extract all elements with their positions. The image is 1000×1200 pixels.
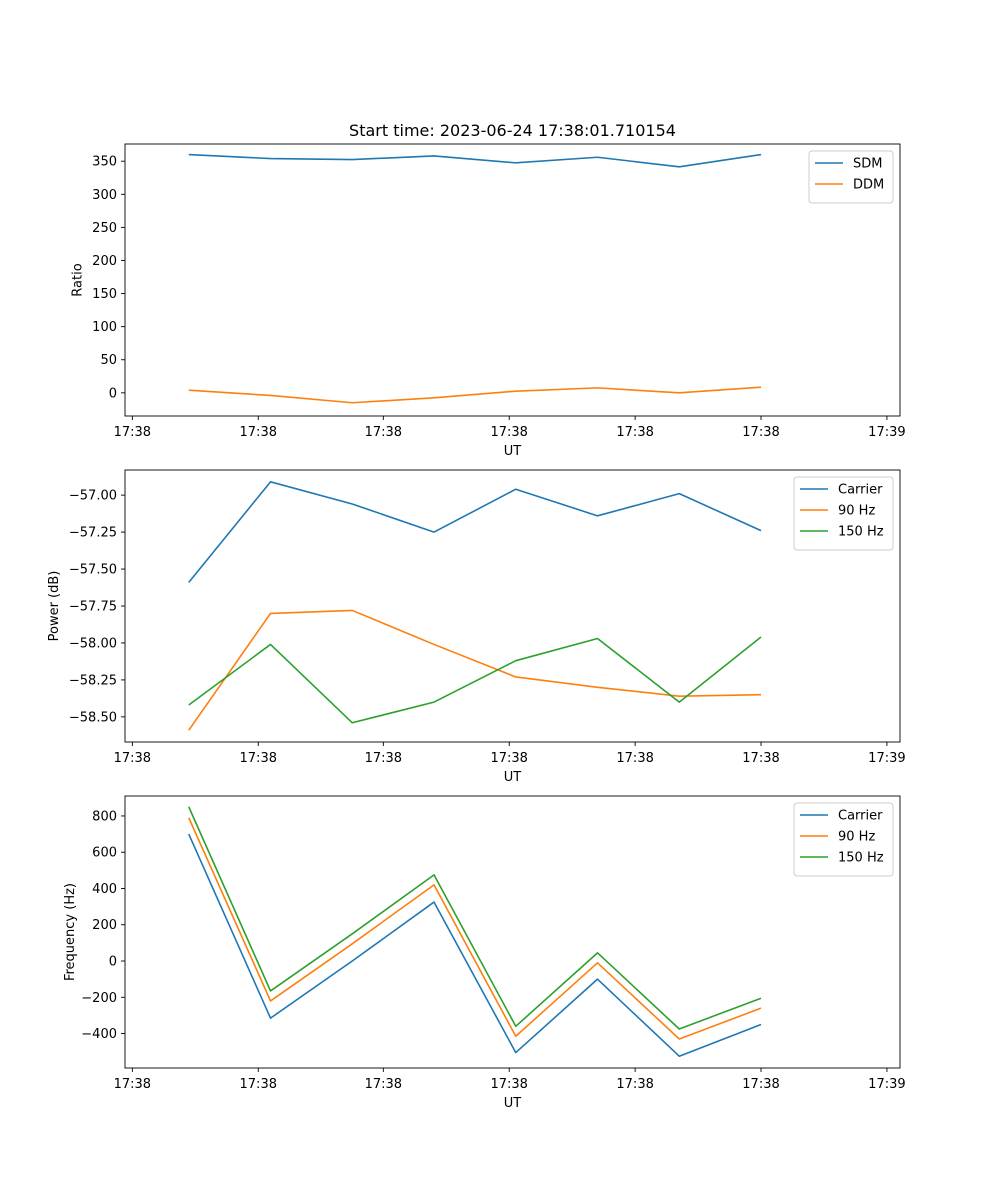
- y-tick-label: 100: [92, 320, 117, 335]
- axes-frame: [124, 469, 901, 743]
- figure-title: Start time: 2023-06-24 17:38:01.710154: [349, 121, 676, 140]
- y-axis-label: Frequency (Hz): [63, 883, 78, 981]
- legend-label: SDM: [853, 157, 882, 172]
- series-line-carrier: [188, 833, 762, 1058]
- y-tick-label: 400: [92, 882, 117, 897]
- x-tick-label: 17:38: [490, 1077, 527, 1092]
- y-tick-label: −57.00: [69, 489, 117, 504]
- y-tick-label: −200: [81, 991, 117, 1006]
- y-tick-label: 200: [92, 254, 117, 269]
- series-line-150-hz: [188, 636, 762, 724]
- legend: Carrier 90 Hz 150 Hz: [793, 802, 894, 877]
- series-line-150-hz: [188, 806, 762, 1030]
- legend-label: Carrier: [838, 809, 883, 824]
- x-axis-label: UT: [504, 1096, 522, 1111]
- legend: Carrier 90 Hz 150 Hz: [793, 476, 894, 551]
- y-axis-label: Ratio: [71, 263, 86, 296]
- series-line-ddm: [188, 386, 762, 404]
- series-line-sdm: [188, 153, 762, 168]
- legend-label: Carrier: [838, 483, 883, 498]
- y-tick-label: 50: [100, 353, 117, 368]
- y-tick-label: −57.50: [69, 563, 117, 578]
- series-line-90-hz: [188, 609, 762, 731]
- legend-label: 90 Hz: [838, 504, 875, 519]
- x-tick-label: 17:38: [742, 751, 779, 766]
- y-tick-label: −400: [81, 1027, 117, 1042]
- y-tick-label: 800: [92, 809, 117, 824]
- x-tick-label: 17:38: [616, 1077, 653, 1092]
- x-tick-label: 17:38: [490, 751, 527, 766]
- x-tick-label: 17:38: [114, 751, 151, 766]
- legend: SDM DDM: [808, 150, 894, 204]
- x-tick-label: 17:38: [365, 425, 402, 440]
- y-tick-label: 0: [109, 955, 117, 970]
- x-tick-label: 17:38: [742, 425, 779, 440]
- axes-frame: [124, 143, 901, 417]
- y-tick-label: −57.25: [69, 526, 117, 541]
- x-tick-label: 17:39: [868, 425, 905, 440]
- y-tick-label: 250: [92, 221, 117, 236]
- x-tick-label: 17:38: [240, 1077, 277, 1092]
- power-panel: 17:38 17:38 17:38 17:38 17:38 17:38 17:39 −58.5…: [47, 469, 906, 785]
- x-tick-label: 17:38: [490, 425, 527, 440]
- frequency-panel: 17:38 17:38 17:38 17:38 17:38 17:38 17:39 −400 −…: [63, 795, 906, 1111]
- legend-label: DDM: [853, 178, 884, 193]
- y-tick-label: 0: [109, 386, 117, 401]
- axes-frame: [124, 795, 901, 1069]
- x-tick-label: 17:38: [742, 1077, 779, 1092]
- x-tick-label: 17:38: [616, 425, 653, 440]
- x-tick-label: 17:38: [365, 751, 402, 766]
- legend-label: 150 Hz: [838, 851, 884, 866]
- y-tick-label: −58.00: [69, 636, 117, 651]
- legend-box: [808, 150, 894, 204]
- y-tick-label: 350: [92, 155, 117, 170]
- y-tick-label: −57.75: [69, 600, 117, 615]
- x-tick-label: 17:38: [240, 425, 277, 440]
- y-tick-label: 600: [92, 846, 117, 861]
- series-line-carrier: [188, 481, 762, 583]
- ratio-panel: 17:38 17:38 17:38 17:38 17:38 17:38 17:39 0 50 10…: [71, 143, 906, 459]
- legend-label: 90 Hz: [838, 830, 875, 845]
- x-tick-label: 17:39: [868, 751, 905, 766]
- y-tick-label: 150: [92, 287, 117, 302]
- y-axis-label: Power (dB): [47, 571, 62, 642]
- x-tick-label: 17:38: [240, 751, 277, 766]
- series-line-90-hz: [188, 817, 762, 1040]
- x-axis-label: UT: [504, 770, 522, 785]
- x-tick-label: 17:38: [616, 751, 653, 766]
- y-tick-label: −58.25: [69, 673, 117, 688]
- x-tick-label: 17:38: [365, 1077, 402, 1092]
- x-tick-label: 17:38: [114, 425, 151, 440]
- x-tick-label: 17:38: [114, 1077, 151, 1092]
- legend-label: 150 Hz: [838, 525, 884, 540]
- y-tick-label: 200: [92, 918, 117, 933]
- y-tick-label: −58.50: [69, 710, 117, 725]
- x-axis-label: UT: [504, 444, 522, 459]
- y-tick-label: 300: [92, 188, 117, 203]
- x-tick-label: 17:39: [868, 1077, 905, 1092]
